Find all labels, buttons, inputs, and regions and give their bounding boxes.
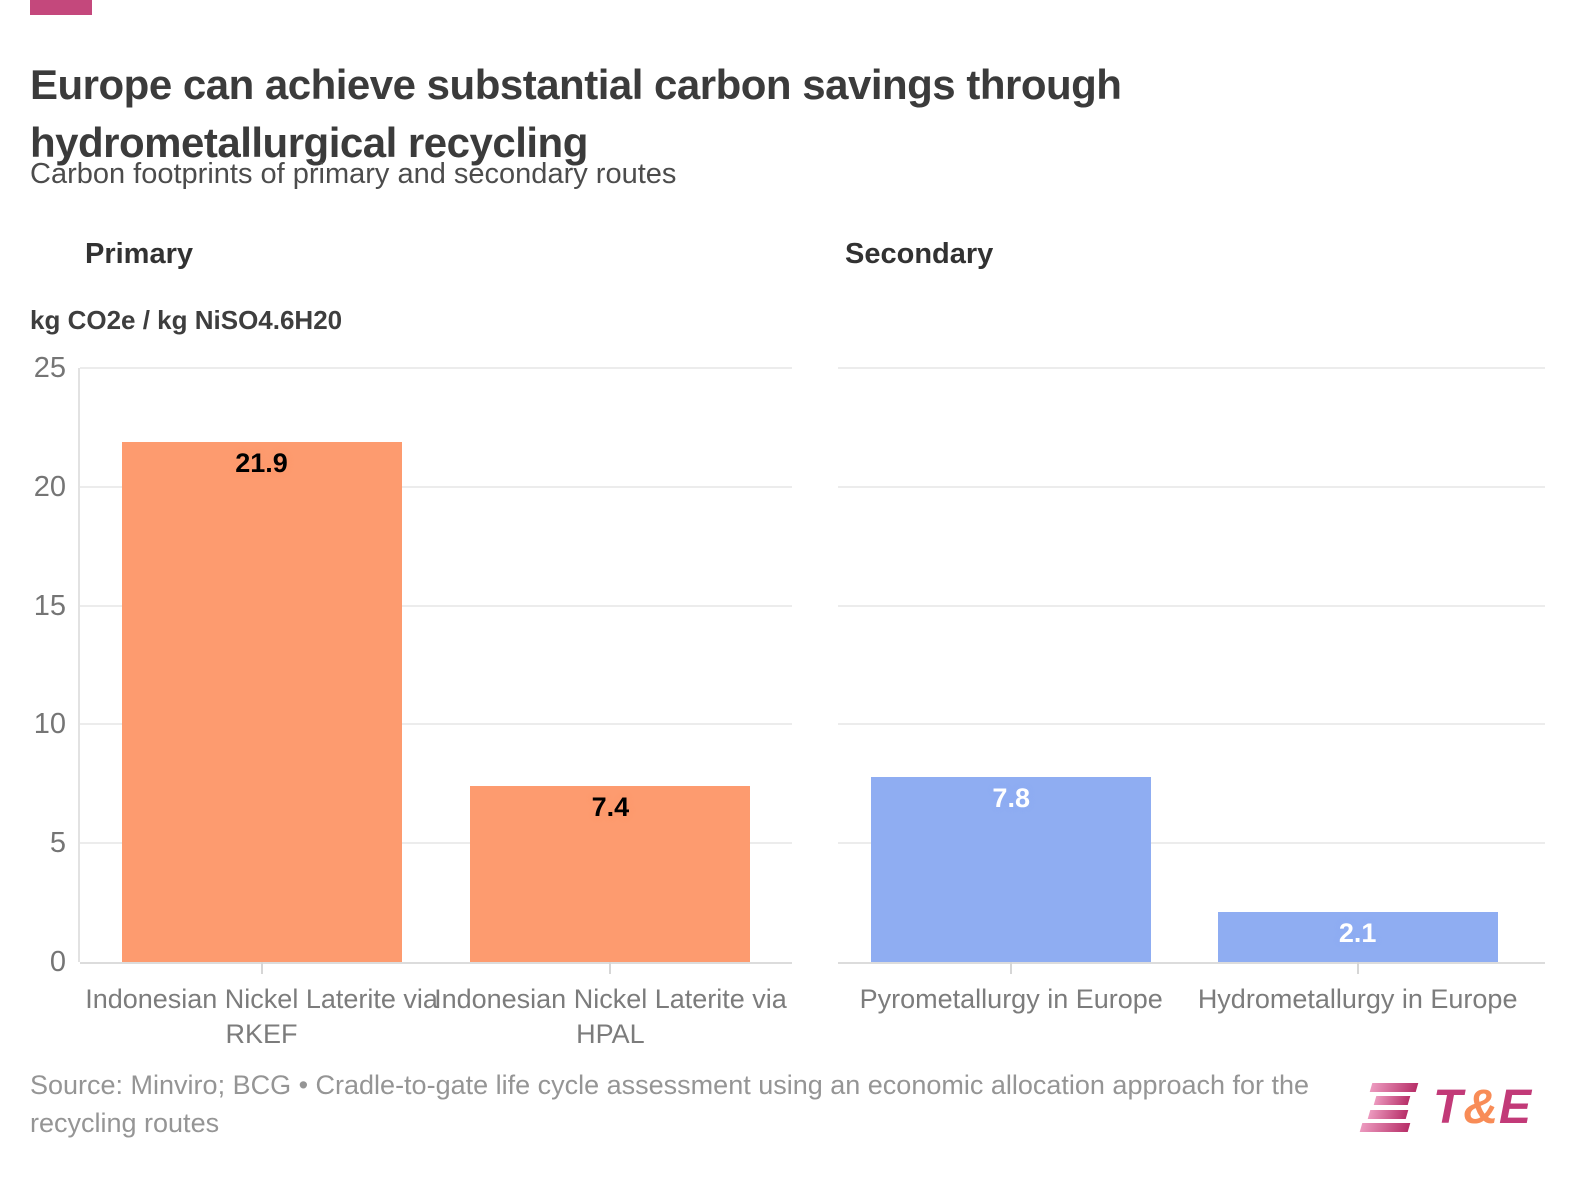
- y-axis-tick-label: 5: [49, 827, 66, 860]
- brand-accent-bar: [30, 0, 92, 15]
- y-axis-tick-label: 0: [49, 946, 66, 978]
- chart-subtitle: Carbon footprints of primary and seconda…: [30, 158, 677, 190]
- x-axis-category-label: Pyrometallurgy in Europe: [859, 984, 1163, 1014]
- gridline: [80, 485, 792, 488]
- bar: 7.4: [470, 786, 751, 962]
- page-title: Europe can achieve substantial carbon sa…: [30, 61, 1122, 167]
- y-axis-tick-label: 20: [33, 470, 66, 503]
- gridline: [838, 604, 1545, 607]
- gridline: [80, 723, 792, 726]
- y-axis-tick-label: 25: [33, 352, 66, 384]
- chart-panel-secondary: 7.8 Pyrometallurgy in Europe 2.1 Hydrometal…: [838, 367, 1545, 1014]
- gridline: [80, 367, 792, 369]
- x-axis-category-label: Hydrometallurgy in Europe: [1197, 984, 1518, 1014]
- bar: 2.1: [1217, 912, 1498, 962]
- gridline: [80, 962, 792, 964]
- logo-letter-t: T: [1432, 1081, 1464, 1134]
- x-axis-category-label: Indonesian Nickel Laterite via RKEF: [85, 984, 438, 1049]
- gridline: [838, 367, 1545, 369]
- x-axis-tick: [609, 962, 612, 974]
- gridline: [838, 962, 1545, 964]
- x-axis-tick: [1356, 962, 1359, 974]
- gridline: [80, 842, 792, 845]
- te-logo: T&E: [1359, 1080, 1532, 1135]
- x-axis-category-label: Indonesian Nickel Laterite via HPAL: [434, 984, 787, 1049]
- y-axis-tick-label: 10: [33, 708, 66, 741]
- source-note: Source: Minviro; BCG • Cradle-to-gate li…: [30, 1070, 1310, 1138]
- bar-chart: 0 5 10 15 20 25 21.9 Indonesian Nickel Laterite…: [0, 353, 1590, 1049]
- te-logo-text: T&E: [1433, 1080, 1532, 1135]
- chart-panel-primary: 21.9 Indonesian Nickel Laterite via RKEF 7…: [78, 367, 792, 1049]
- bar-value-label: 2.1: [1338, 918, 1377, 949]
- panel-heading-primary: Primary: [85, 238, 194, 270]
- gridline: [838, 485, 1545, 488]
- bar: 21.9: [121, 441, 402, 962]
- x-axis-tick: [260, 962, 263, 974]
- bar: 7.8: [871, 776, 1152, 962]
- gridline: [838, 723, 1545, 726]
- te-stripes-icon: [1359, 1082, 1419, 1133]
- x-axis-tick: [1010, 962, 1013, 974]
- y-axis-unit-label: kg CO2e / kg NiSO4.6H20: [30, 305, 343, 335]
- logo-letter-amp: &: [1463, 1081, 1499, 1134]
- gridline: [80, 604, 792, 607]
- bar-value-label: 21.9: [235, 447, 288, 478]
- panel-heading-secondary: Secondary: [845, 238, 994, 270]
- y-axis-tick-label: 15: [33, 589, 66, 622]
- bar-value-label: 7.4: [591, 792, 630, 823]
- gridline: [838, 842, 1545, 845]
- logo-letter-e: E: [1498, 1081, 1532, 1134]
- bar-value-label: 7.8: [992, 782, 1030, 813]
